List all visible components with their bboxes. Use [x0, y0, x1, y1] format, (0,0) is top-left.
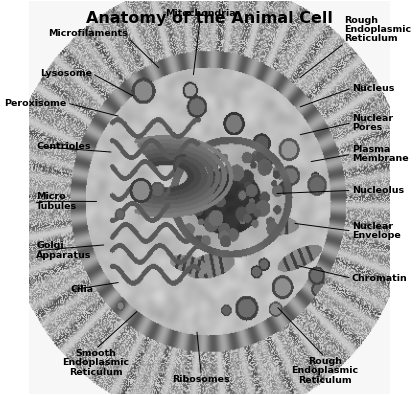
Text: Mitochondria: Mitochondria [165, 9, 236, 19]
Text: Golgi
Apparatus: Golgi Apparatus [36, 241, 92, 260]
Text: Anatomy of the Animal Cell: Anatomy of the Animal Cell [86, 11, 333, 26]
Text: Nuclear
Envelope: Nuclear Envelope [352, 222, 400, 240]
Text: Plasma
Membrane: Plasma Membrane [352, 145, 408, 164]
Text: Micro
Tubules: Micro Tubules [36, 192, 77, 211]
Text: Rough
Endoplasmic
Reticulum: Rough Endoplasmic Reticulum [344, 15, 412, 43]
Text: Centrioles: Centrioles [36, 142, 91, 151]
Text: Ribosomes: Ribosomes [173, 375, 230, 384]
Text: Nucleus: Nucleus [352, 84, 394, 92]
Text: Nucleolus: Nucleolus [352, 186, 404, 195]
Text: Microfilaments: Microfilaments [48, 29, 128, 38]
Text: Chromatin: Chromatin [352, 274, 407, 283]
Text: Rough
Endoplasmic
Reticulum: Rough Endoplasmic Reticulum [291, 357, 358, 385]
Text: Cilia: Cilia [70, 286, 93, 295]
Text: Nuclear
Pores: Nuclear Pores [352, 113, 393, 132]
Text: Peroxisome: Peroxisome [5, 98, 67, 107]
Text: Lysosome: Lysosome [40, 69, 92, 78]
Text: Smooth
Endoplasmic
Reticulum: Smooth Endoplasmic Reticulum [62, 349, 129, 377]
